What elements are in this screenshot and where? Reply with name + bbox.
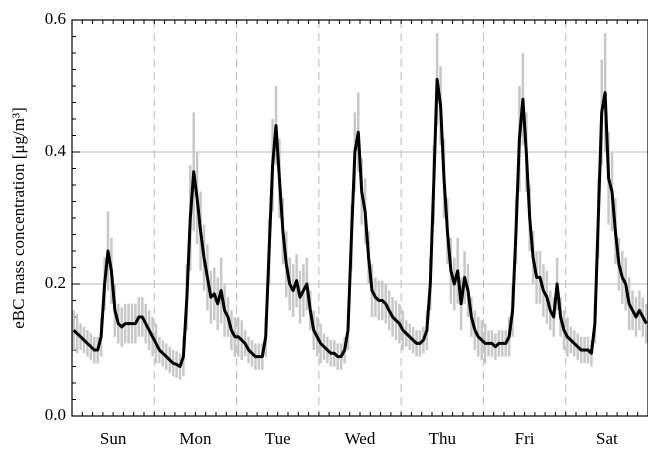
y-axis-label: eBC mass concentration [μg/m³] [9, 107, 28, 328]
plot-frame [71, 19, 648, 417]
data-line [72, 77, 648, 368]
x-tick-label: Thu [429, 429, 457, 448]
x-tick-label: Sat [596, 429, 618, 448]
y-tick-label: 0.0 [45, 405, 66, 424]
x-tick-label: Tue [265, 429, 291, 448]
x-tick-label: Sun [100, 429, 127, 448]
y-tick-label: 0.2 [45, 273, 66, 292]
x-tick-label: Fri [515, 429, 535, 448]
y-tick-label: 0.6 [45, 9, 66, 28]
x-tick-label: Mon [179, 429, 212, 448]
x-tick-label: Wed [345, 429, 376, 448]
y-tick-label: 0.4 [45, 141, 67, 160]
